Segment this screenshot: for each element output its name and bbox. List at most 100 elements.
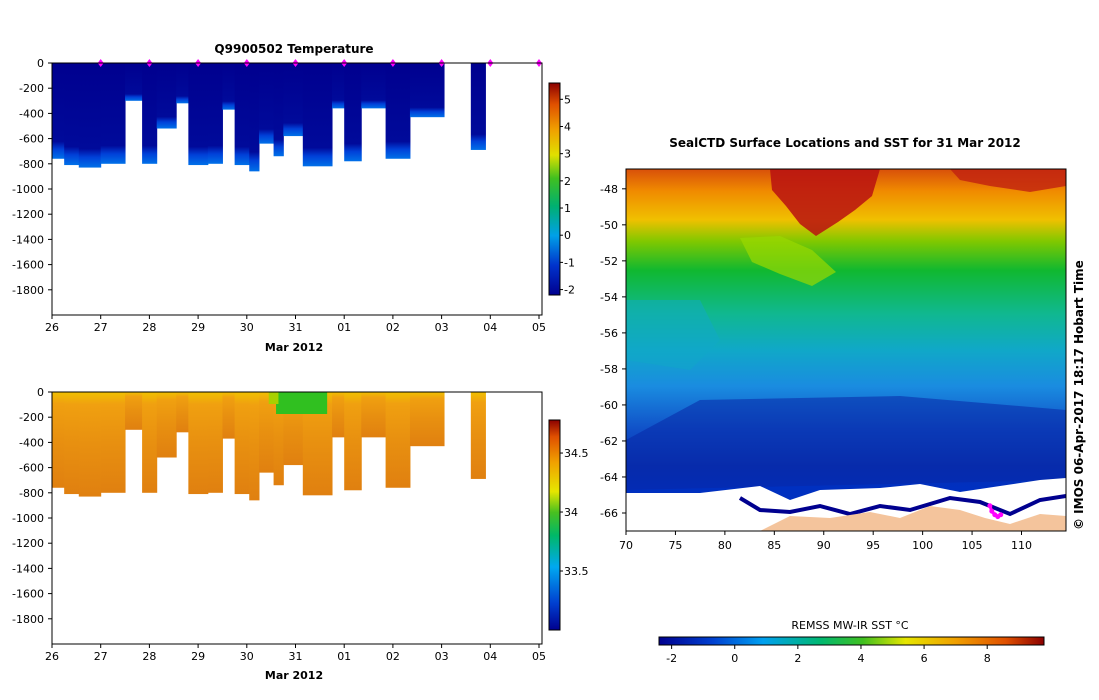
salinity-xtick-label: 29	[191, 650, 205, 663]
map-xtick-label: 110	[1011, 539, 1032, 552]
salinity-profile-column	[207, 392, 223, 493]
temperature-profile-column	[78, 63, 102, 168]
temperature-ytick-label: -600	[19, 133, 44, 146]
ice-edge-line	[738, 494, 1066, 517]
temperature-ytick-label: -200	[19, 82, 44, 95]
map-ytick-label: -58	[600, 363, 618, 376]
temperature-panel: Q9900502 Temperature 0 -200 -400 -600 -800 -1…	[12, 42, 575, 354]
sst-colorbar-ticks: -2 0 2 4 6 8	[666, 645, 991, 665]
temperature-cb-tick-label: 4	[564, 120, 571, 133]
salinity-xtick-label: 30	[240, 650, 254, 663]
sst-cb-tick-label: 4	[857, 652, 864, 665]
salinity-ytick-label: -1600	[12, 588, 44, 601]
salinity-profile-column	[361, 392, 387, 438]
salinity-panel: 0 -200 -400 -600 -800 -1000 -1200 -1400 -1600 -18…	[12, 386, 588, 682]
salinity-profile-column	[188, 392, 209, 495]
map-ytick-label: -50	[600, 219, 618, 232]
sst-cb-tick-label: -2	[666, 652, 677, 665]
temperature-profile-column	[344, 63, 362, 162]
sst-map-panel: SealCTD Surface Locations and SST for 31…	[600, 136, 1086, 665]
temperature-profiles	[52, 63, 486, 172]
salinity-colorbar	[548, 419, 561, 631]
temperature-cb-tick-label: 5	[564, 93, 571, 106]
salinity-xtick-label: 01	[337, 650, 351, 663]
warm-east-region	[950, 169, 1066, 192]
temperature-xtick-label: 03	[435, 321, 449, 334]
salinity-xtick-label: 03	[435, 650, 449, 663]
temperature-xtick-label: 30	[240, 321, 254, 334]
temperature-colorbar	[548, 82, 561, 296]
salinity-cb-tick-label: 34	[564, 506, 578, 519]
temperature-xtick-label: 01	[337, 321, 351, 334]
sst-map-field	[626, 169, 1066, 531]
salinity-ytick-label: -1200	[12, 537, 44, 550]
temperature-xtick-label: 02	[386, 321, 400, 334]
temperature-colorbar-ticks: 5 4 3 2 1 0 -1 -2	[560, 93, 575, 297]
sst-cb-tick-label: 0	[731, 652, 738, 665]
temperature-title: Q9900502 Temperature	[214, 42, 373, 56]
salinity-ytick-label: -1800	[12, 613, 44, 626]
temperature-ytick-label: -1000	[12, 183, 44, 196]
salinity-ytick-label: -400	[19, 436, 44, 449]
temperature-profile-column	[52, 63, 65, 159]
temperature-profile-column	[258, 63, 275, 144]
temperature-cb-tick-label: -2	[564, 284, 575, 297]
sst-colorbar-title: REMSS MW-IR SST °C	[791, 619, 909, 632]
seal-location	[989, 508, 995, 514]
temperature-profile-column	[222, 63, 236, 110]
salinity-xtick-label: 02	[386, 650, 400, 663]
temperature-x-axis: 26 27 28 29 30 31 01 02 03 04 05	[45, 315, 546, 334]
salinity-profile-column	[249, 392, 260, 501]
temperature-cb-tick-label: 0	[564, 229, 571, 242]
temperature-profile-column	[207, 63, 223, 164]
seal-track	[987, 503, 1004, 520]
temperature-cb-tick-label: 3	[564, 148, 571, 161]
temperature-profile-column	[234, 63, 250, 166]
antarctic-land	[760, 506, 1066, 531]
salinity-profile-column	[258, 392, 275, 473]
temperature-profile-column	[142, 63, 158, 164]
warm-core-eddy	[770, 169, 880, 236]
temperature-cb-tick-label: 1	[564, 202, 571, 215]
temperature-profile-column	[100, 63, 126, 164]
sst-map-title: SealCTD Surface Locations and SST for 31…	[669, 136, 1021, 150]
salinity-profile-column	[125, 392, 143, 430]
salinity-xtick-label: 31	[289, 650, 303, 663]
salinity-ytick-label: -200	[19, 411, 44, 424]
map-xtick-label: 70	[619, 539, 633, 552]
seal-location	[987, 503, 993, 509]
temperature-cb-tick-label: -1	[564, 256, 575, 269]
temperature-xtick-label: 26	[45, 321, 59, 334]
temperature-ytick-label: -1600	[12, 259, 44, 272]
map-ytick-label: -48	[600, 183, 618, 196]
salinity-profile-column	[273, 392, 284, 486]
salinity-ytick-label: -800	[19, 487, 44, 500]
salinity-profile-column	[409, 392, 445, 447]
sst-map-x-axis: 70 75 80 85 90 95 100 105 110	[619, 531, 1032, 552]
salinity-xtick-label: 28	[142, 650, 156, 663]
salinity-ytick-label: -1400	[12, 562, 44, 575]
temperature-cb-tick-label: 2	[564, 175, 571, 188]
temperature-ytick-label: -800	[19, 158, 44, 171]
salinity-profile-column	[234, 392, 250, 495]
temperature-xtick-label: 29	[191, 321, 205, 334]
salinity-profile-column	[100, 392, 126, 493]
salinity-profile-column	[64, 392, 80, 495]
salinity-profile-column	[470, 392, 486, 479]
temperature-profile-column	[302, 63, 333, 167]
temperature-ytick-label: -1800	[12, 284, 44, 297]
salinity-x-axis: 26 27 28 29 30 31 01 02 03 04 05	[45, 644, 546, 663]
map-ytick-label: -62	[600, 435, 618, 448]
temperature-profile-column	[249, 63, 260, 172]
salinity-profile-column	[142, 392, 158, 493]
temperature-ytick-label: -1200	[12, 208, 44, 221]
sst-cb-tick-label: 8	[984, 652, 991, 665]
salinity-ytick-label: -600	[19, 462, 44, 475]
map-xtick-label: 95	[866, 539, 880, 552]
map-ytick-label: -66	[600, 507, 618, 520]
temperature-profile-column	[156, 63, 177, 129]
salinity-profile-column	[176, 392, 189, 433]
temperature-profile-column	[361, 63, 387, 109]
salinity-profile-column	[156, 392, 177, 458]
map-xtick-label: 80	[718, 539, 732, 552]
